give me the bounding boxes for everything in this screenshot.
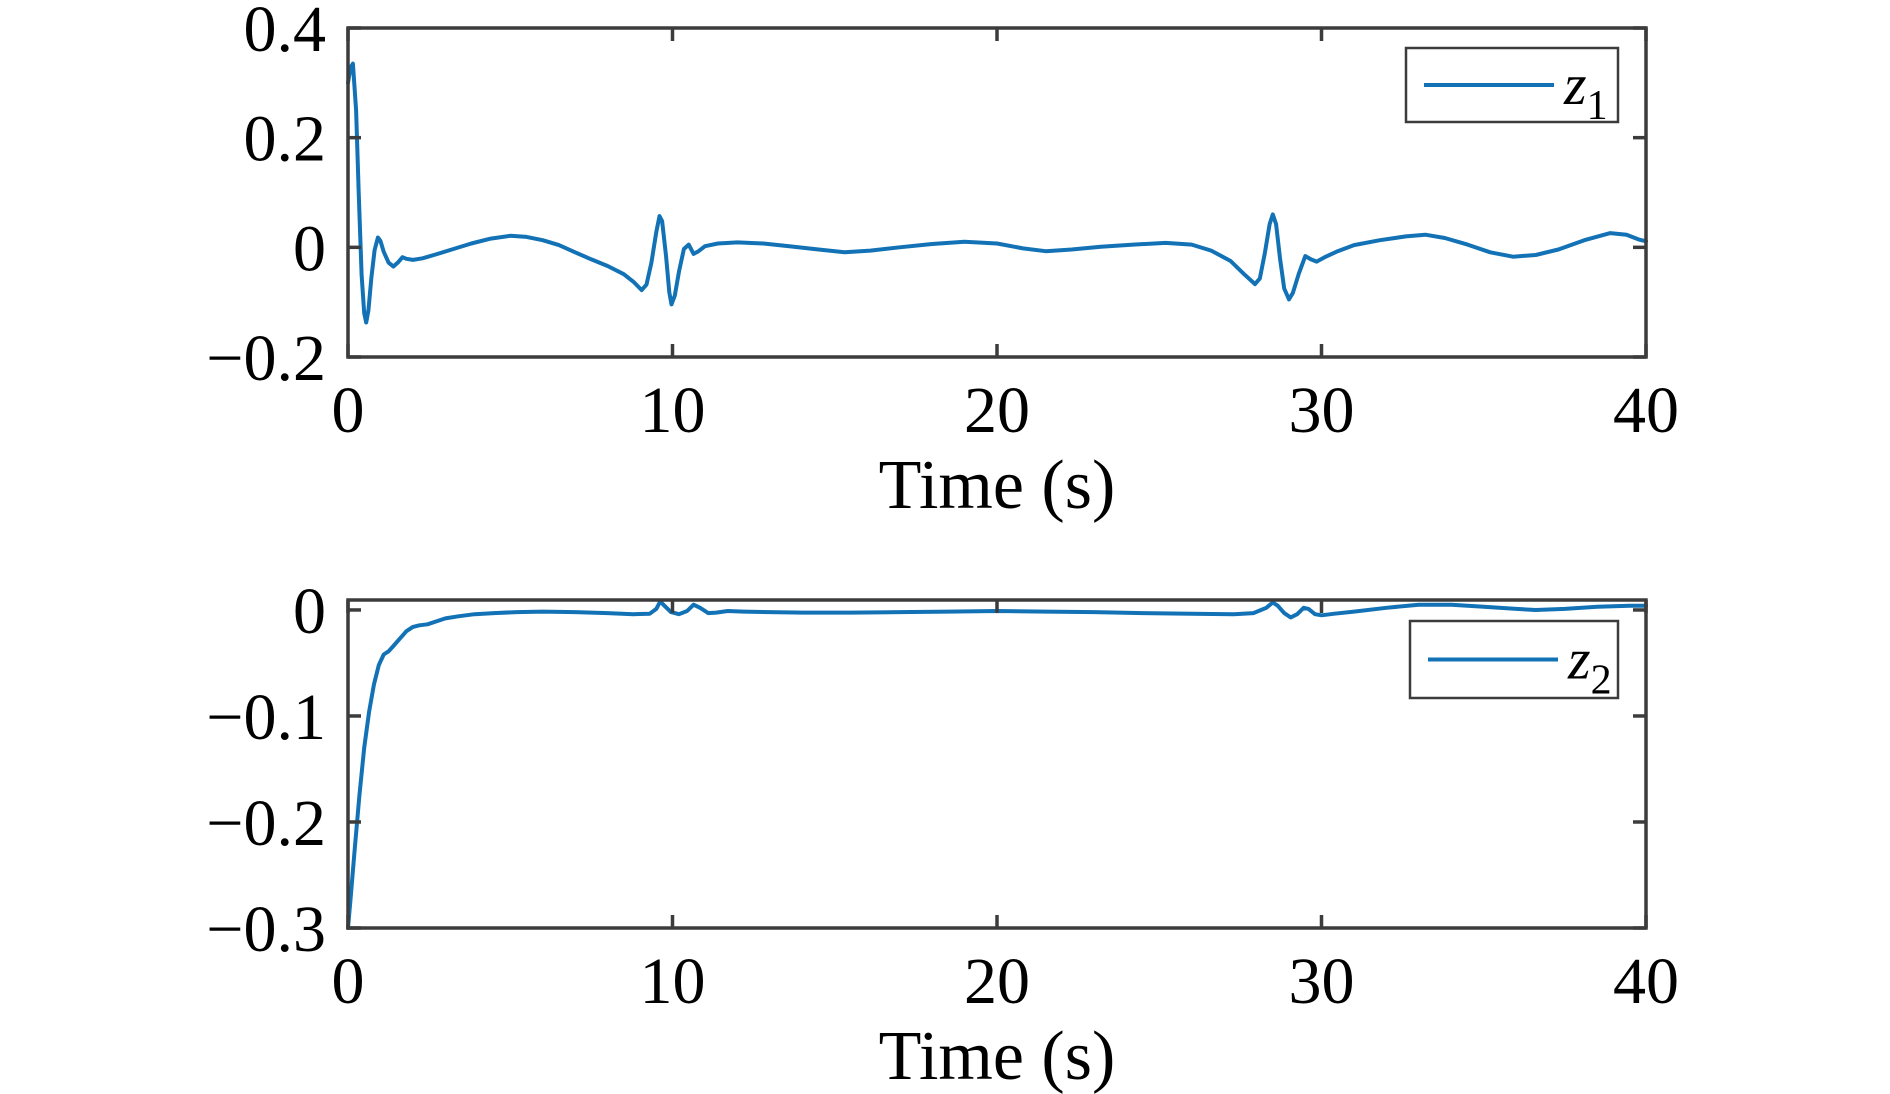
x-tick-label: 30: [1289, 374, 1355, 447]
y-tick-label: −0.2: [206, 787, 326, 860]
x-tick-label: 20: [964, 374, 1030, 447]
x-tick-label: 0: [332, 374, 365, 447]
x-tick-label: 20: [964, 945, 1030, 1018]
y-tick-label: 0.4: [244, 0, 327, 66]
y-tick-label: 0: [293, 575, 326, 648]
y-tick-label: −0.3: [206, 893, 326, 966]
y-tick-label: 0.2: [244, 103, 327, 176]
x-tick-label: 30: [1289, 945, 1355, 1018]
x-tick-label: 40: [1613, 374, 1679, 447]
legend-label: z1: [1563, 52, 1608, 129]
x-tick-label: 10: [640, 374, 706, 447]
x-tick-label: 10: [640, 945, 706, 1018]
x-tick-label: 0: [332, 945, 365, 1018]
y-tick-label: −0.2: [206, 322, 326, 395]
x-axis-label: Time (s): [879, 1018, 1116, 1094]
y-tick-label: −0.1: [206, 681, 326, 754]
x-tick-label: 40: [1613, 945, 1679, 1018]
series-line-z2: [346, 599, 1648, 930]
y-tick-label: 0: [293, 212, 326, 285]
x-axis-label: Time (s): [879, 447, 1116, 524]
series-line-z1: [346, 61, 1648, 325]
